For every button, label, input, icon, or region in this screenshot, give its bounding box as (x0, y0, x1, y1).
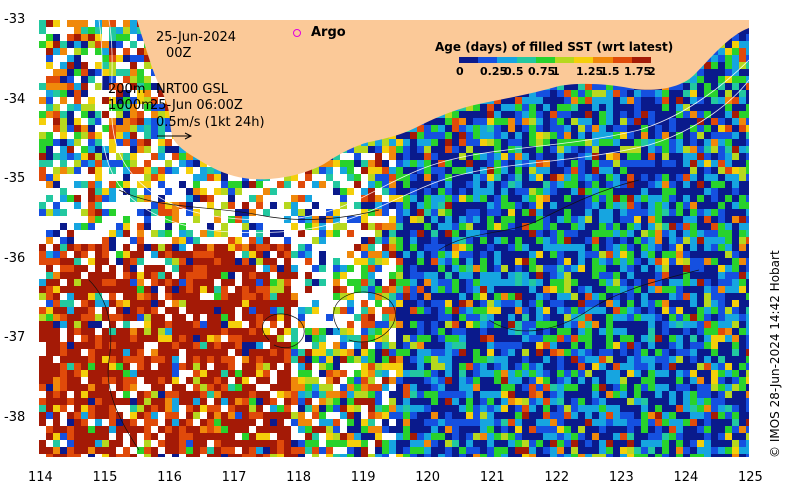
legend-swatch (459, 57, 479, 63)
legend-swatch (593, 57, 613, 63)
bathymetry-contours (98, 20, 749, 234)
legend-tick-label: 1 (552, 65, 560, 78)
y-tick-label: -35 (4, 171, 26, 186)
y-tick-label: -36 (4, 250, 26, 266)
y-tick-label: -33 (4, 12, 26, 27)
legend-swatch (555, 57, 575, 63)
legend-tick-label: 0.25 (480, 65, 508, 78)
credit-label: © IMOS 28-Jun-2024 14:42 Hobart (768, 250, 782, 458)
legend-swatch (535, 57, 556, 63)
date-label: 25-Jun-2024 (156, 30, 237, 45)
legend-swatch (574, 57, 594, 63)
y-tick-label: -38 (4, 409, 26, 425)
product-time-label: 25-Jun 06:00Z (150, 98, 243, 113)
x-tick-label: 116 (157, 470, 182, 485)
legend-tick-label: 0 (456, 65, 464, 78)
x-tick-label: 114 (28, 470, 53, 485)
legend-tick-label: 1.75 (624, 65, 652, 78)
x-tick-label: 125 (738, 470, 763, 485)
legend-colorbar (459, 57, 652, 63)
x-tick-label: 123 (608, 470, 634, 485)
legend-tick-label: 0.5 (504, 65, 524, 78)
legend-swatch (516, 57, 536, 63)
sst-map (39, 20, 749, 457)
legend-tick-label: 1.25 (576, 65, 604, 78)
legend-swatch (612, 57, 632, 63)
current-streamlines (88, 179, 700, 451)
x-tick-label: 120 (415, 470, 441, 485)
legend-swatch (497, 57, 517, 63)
y-tick-label: -34 (4, 91, 26, 107)
x-tick-label: 118 (286, 470, 311, 485)
legend-tick-label: 1.5 (600, 65, 620, 78)
x-tick-label: 115 (92, 470, 118, 485)
x-tick-label: 122 (544, 470, 570, 485)
argo-marker-icon (293, 29, 301, 37)
contour-label-200m: 200m (108, 82, 146, 97)
sst-map-canvas (39, 20, 749, 457)
x-tick-label: 117 (221, 470, 247, 485)
x-tick-label: 124 (673, 470, 699, 485)
legend-tick-label: 2 (648, 65, 656, 78)
time-label: 00Z (166, 46, 192, 61)
y-tick-label: -37 (4, 330, 26, 345)
scale-label: 0.5m/s (1kt 24h) (156, 115, 265, 130)
legend-tick-label: 0.75 (528, 65, 556, 78)
x-tick-label: 121 (479, 470, 505, 485)
scale-arrow (157, 132, 193, 140)
legend-swatch (478, 57, 498, 63)
contour-label-1000m: 1000m (108, 98, 154, 113)
x-tick-label: 119 (350, 470, 376, 485)
legend-swatch (631, 57, 652, 63)
argo-label: Argo (311, 25, 346, 40)
legend-title: Age (days) of filled SST (wrt latest) (435, 40, 674, 54)
product-label: NRT00 GSL (156, 82, 228, 97)
